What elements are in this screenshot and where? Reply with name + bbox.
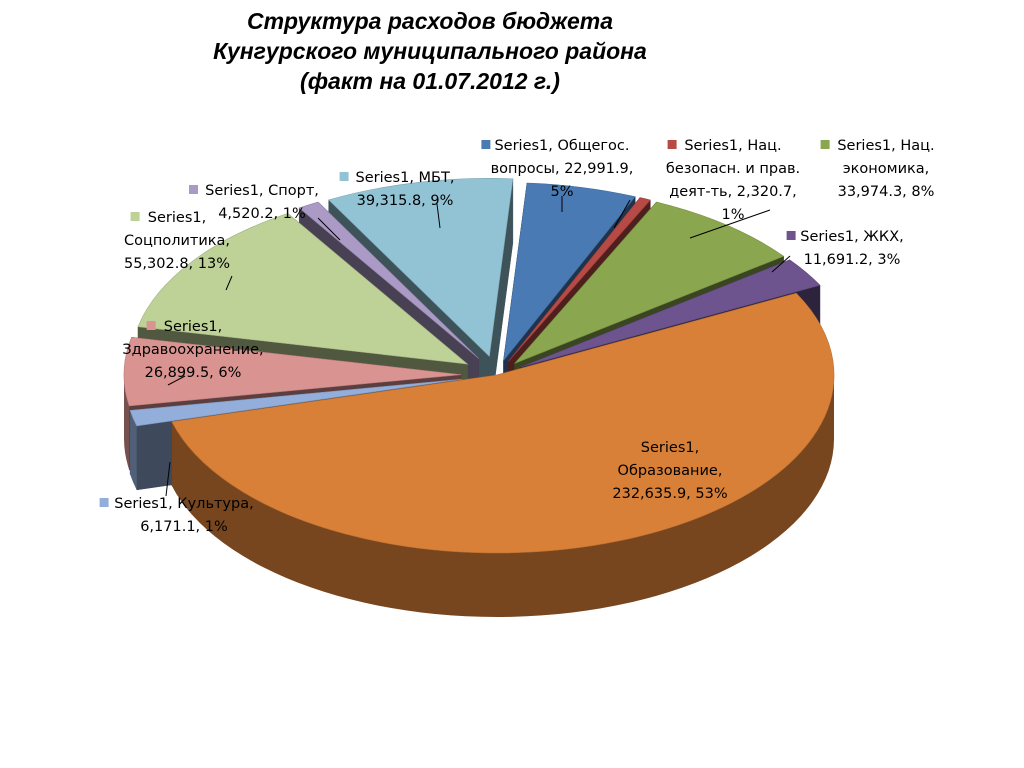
slice-8-label-key — [130, 212, 140, 221]
slice-2-label-line-2: безопасн. и прав. — [666, 161, 800, 177]
slice-9-label-line-1: Series1, Спорт, — [205, 183, 319, 199]
slice-2-top — [508, 197, 651, 362]
slice-4-leader-line — [771, 255, 791, 273]
slice-4-label: Series1, ЖКХ, 11,691.2, 3% — [786, 229, 904, 268]
slice-1-top — [503, 182, 636, 362]
slice-7-label-line-2: Здравоохранение, — [122, 342, 263, 358]
chart-title: Структура расходов бюджета Кунгурского м… — [130, 6, 730, 96]
slice-8-label-line-3: 55,302.8, 13% — [124, 256, 230, 272]
slice-3-leader-line — [689, 209, 771, 239]
slice-10-label-key — [339, 172, 349, 181]
slice-10-label: Series1, МБТ, 39,315.8, 9% — [339, 170, 455, 209]
slice-7-label: Series1, Здравоохранение, 26,899.5, 6% — [122, 319, 263, 381]
slice-6-top — [129, 378, 462, 427]
slice-6-label-line-1: Series1, Культура, — [114, 496, 253, 512]
slice-7-label-key — [146, 321, 156, 330]
chart-title-line-2: Кунгурского муниципального района — [213, 38, 647, 64]
slice-7-label-line-1: Series1, — [164, 319, 222, 335]
slice-4-label-key — [786, 231, 796, 240]
slice-3-label: Series1, Нац. экономика, 33,974.3, 8% — [820, 138, 935, 200]
slice-6-leader-line — [165, 461, 171, 497]
chart-title-line-1: Структура расходов бюджета — [246, 8, 614, 34]
slice-7-top — [123, 337, 462, 407]
slice-5-label-line-3: 232,635.9, 53% — [612, 486, 727, 502]
slice-5-label-line-1: Series1, — [641, 440, 699, 456]
slice-tops — [123, 178, 835, 554]
slice-2-label-line-3: деят-ть, 2,320.7, — [669, 184, 797, 200]
slice-10-leader-line — [436, 203, 441, 229]
slice-1-label-key — [481, 140, 491, 149]
slice-9-label-key — [189, 185, 198, 194]
slice-1-label-line-3: 5% — [550, 184, 573, 200]
slice-2-label: Series1, Нац. безопасн. и прав. деят-ть, 2… — [666, 138, 800, 223]
data-labels: Series1, Общегос.вопросы, 22,991.9,5%Ser… — [99, 138, 935, 535]
slice-10-label-line-2: 39,315.8, 9% — [357, 193, 454, 209]
slice-4-label-line-2: 11,691.2, 3% — [804, 252, 901, 268]
slice-8-label-line-1: Series1, — [148, 210, 206, 226]
slice-8-label-line-2: Соцполитика, — [124, 233, 230, 249]
slice-7-leader-line — [167, 375, 186, 386]
slice-2-leader-line — [613, 199, 631, 229]
slice-5-label-key — [623, 442, 633, 451]
chart-title-line-3: (факт на 01.07.2012 г.) — [300, 68, 560, 94]
slice-4-label-line-1: Series1, ЖКХ, — [800, 229, 904, 245]
slice-2-label-line-4: 1% — [721, 207, 744, 223]
slice-8-top — [137, 213, 469, 365]
slice-1-label: Series1, Общегос. вопросы, 22,991.9, 5% — [481, 138, 633, 200]
slice-3-label-line-1: Series1, Нац. — [837, 138, 934, 154]
slice-1-label-line-1: Series1, Общегос. — [494, 138, 629, 154]
slice-3-label-line-3: 33,974.3, 8% — [838, 184, 935, 200]
slice-9-label-line-2: 4,520.2, 1% — [218, 206, 306, 222]
slice-2-label-key — [667, 140, 677, 149]
slice-3-label-key — [820, 140, 830, 149]
slice-3-label-line-2: экономика, — [843, 161, 930, 177]
slice-9-top — [298, 201, 480, 359]
slice-10-top — [328, 178, 514, 357]
slice-5-label: Series1, Образование, 232,635.9, 53% — [612, 440, 727, 502]
slice-6-label: Series1, Культура, 6,171.1, 1% — [99, 496, 254, 535]
slice-9-label: Series1, Спорт, 4,520.2, 1% — [189, 183, 319, 222]
leader-lines — [165, 196, 791, 497]
slice-6-label-key — [99, 498, 109, 507]
slice-6-label-line-2: 6,171.1, 1% — [140, 519, 228, 535]
slice-8-label: Series1, Соцполитика, 55,302.8, 13% — [124, 210, 230, 272]
slice-9-leader-line — [317, 217, 341, 241]
slice-2-label-line-1: Series1, Нац. — [684, 138, 781, 154]
slice-1-label-line-2: вопросы, 22,991.9, — [491, 161, 634, 177]
slice-5-label-line-2: Образование, — [618, 463, 723, 479]
slice-4-top — [520, 259, 821, 368]
slice-10-label-line-1: Series1, МБТ, — [356, 170, 455, 186]
slice-7-label-line-3: 26,899.5, 6% — [145, 365, 242, 381]
slice-5-top — [171, 292, 835, 554]
slice-8-leader-line — [225, 275, 233, 291]
